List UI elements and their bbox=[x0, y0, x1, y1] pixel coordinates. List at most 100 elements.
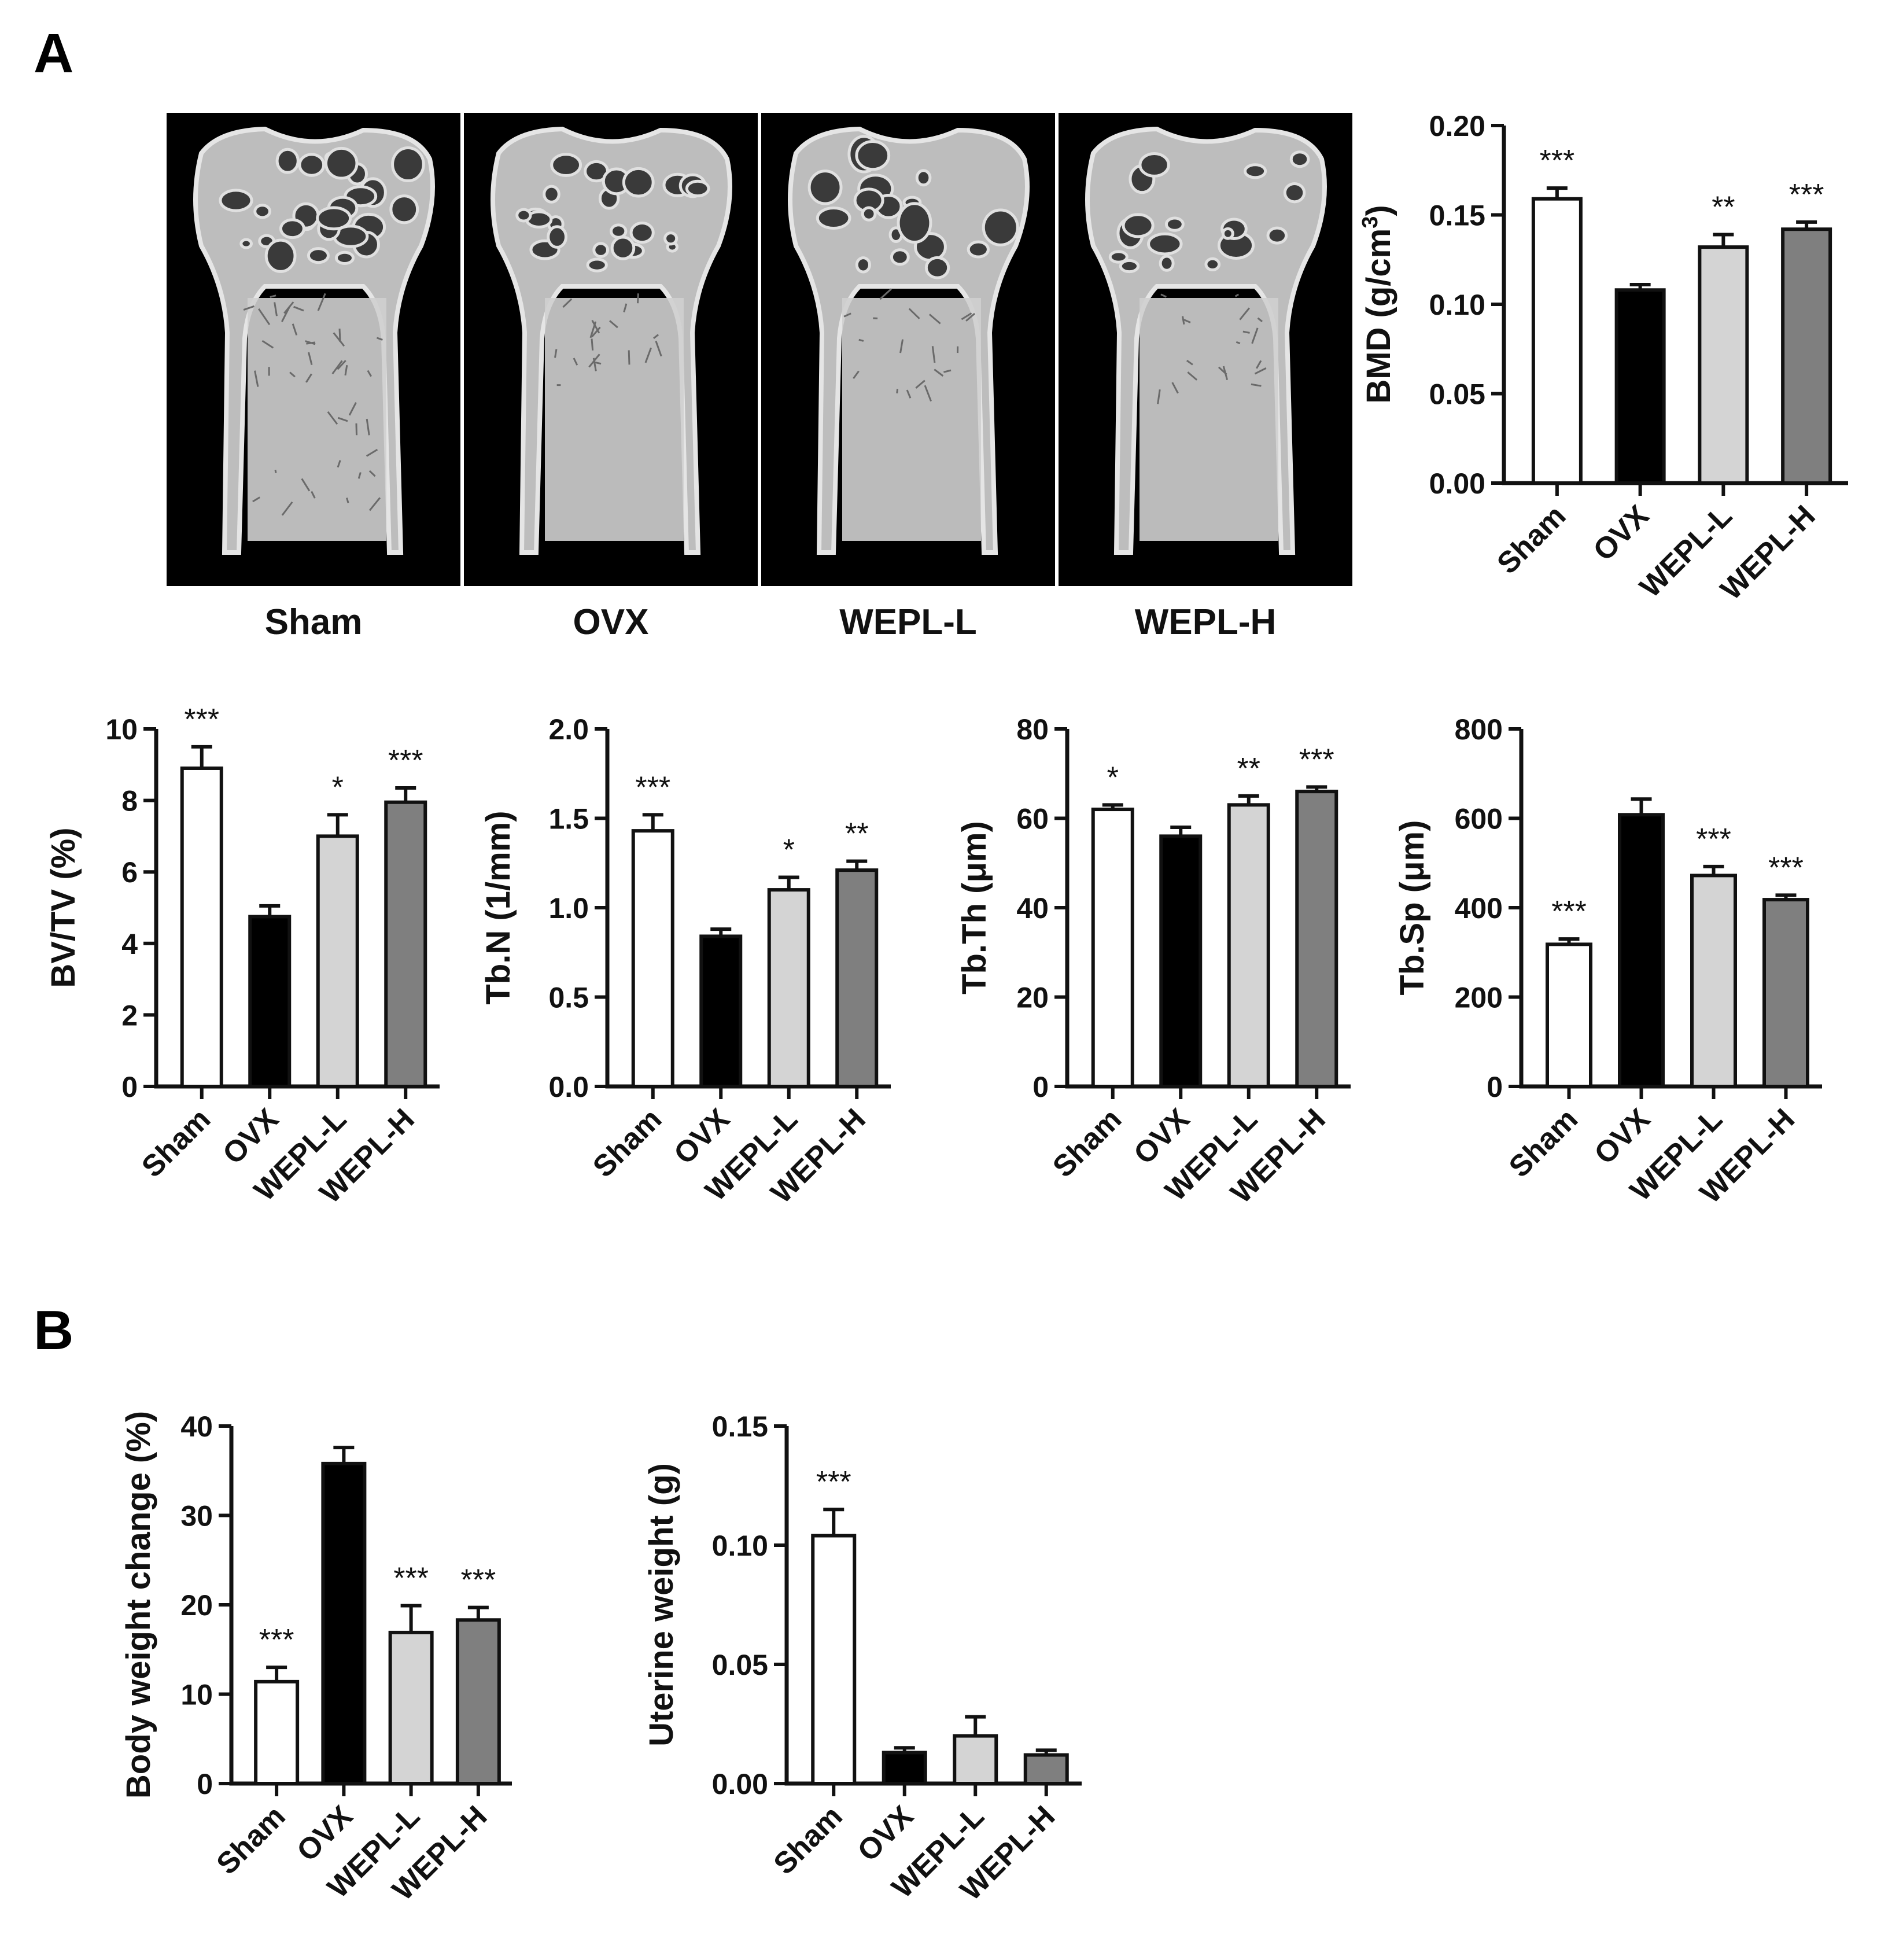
bar-ovx bbox=[1159, 834, 1203, 1088]
bar-wepl-l bbox=[1227, 803, 1270, 1088]
y-tick-label: 0.15 bbox=[1429, 200, 1485, 232]
y-tick-label: 6 bbox=[121, 856, 138, 889]
significance-label: *** bbox=[259, 1623, 294, 1657]
y-tick-label: 0.0 bbox=[548, 1071, 589, 1103]
bar-wepl-l bbox=[1690, 874, 1737, 1088]
bar-wepl-h bbox=[455, 1618, 501, 1785]
panel-letter-b: B bbox=[34, 1299, 74, 1361]
y-tick-label: 4 bbox=[121, 928, 138, 960]
bar-ovx bbox=[1614, 288, 1666, 485]
x-tick-label: OVX bbox=[1587, 499, 1655, 568]
significance-label: *** bbox=[1299, 743, 1334, 776]
y-tick-label: 600 bbox=[1455, 803, 1503, 835]
x-tick-label: Sham bbox=[1046, 1102, 1128, 1184]
y-tick-label: 0.00 bbox=[1429, 467, 1485, 500]
y-tick-label: 0.10 bbox=[1429, 289, 1485, 321]
y-tick-label: 0.00 bbox=[712, 1768, 768, 1800]
y-tick-label: 1.5 bbox=[548, 803, 589, 835]
significance-label: ** bbox=[1712, 190, 1735, 224]
significance-label: *** bbox=[635, 771, 670, 804]
panel-letter-a: A bbox=[34, 23, 74, 84]
significance-label: *** bbox=[816, 1465, 851, 1499]
y-tick-label: 0 bbox=[121, 1071, 138, 1103]
y-tick-label: 10 bbox=[180, 1679, 213, 1711]
bar-sham bbox=[180, 766, 223, 1089]
y-tick-label: 0.10 bbox=[712, 1530, 768, 1562]
y-tick-label: 80 bbox=[1016, 713, 1049, 746]
chart-tb-n: 0.0 0.5 1.0 1.5 2.0 Tb.N (1/mm) Sham *** OVX WEPL… bbox=[480, 706, 902, 1250]
y-axis-label: BMD (g/cm3) bbox=[1358, 205, 1397, 403]
y-tick-label: 2.0 bbox=[548, 713, 589, 746]
significance-label: *** bbox=[1551, 895, 1587, 929]
bar-ovx bbox=[1618, 813, 1665, 1088]
y-tick-label: 0.05 bbox=[1429, 378, 1485, 411]
bar-sham bbox=[811, 1534, 857, 1785]
y-tick-label: 0 bbox=[1032, 1071, 1049, 1103]
y-axis-label: Tb.Th (μm) bbox=[956, 821, 993, 994]
image-label-wepl-h: WEPL-H bbox=[1134, 602, 1277, 642]
y-axis-label: Tb.Sp (μm) bbox=[1393, 820, 1431, 996]
bar-wepl-h bbox=[835, 868, 879, 1088]
significance-label: *** bbox=[461, 1564, 496, 1597]
y-tick-label: 400 bbox=[1455, 892, 1503, 924]
chart-bv-tv: 0 2 4 6 8 10 BV/TV (%) Sham *** OVX WEPL-L * WEPL-H *… bbox=[35, 703, 451, 1250]
y-tick-label: 60 bbox=[1016, 803, 1049, 835]
bar-wepl-l bbox=[953, 1734, 998, 1785]
bar-ovx bbox=[321, 1461, 367, 1785]
bar-sham bbox=[254, 1679, 300, 1785]
chart-bmd: 0.00 0.05 0.10 0.15 0.20 BMD (g/cm3) Sham *** OV… bbox=[1358, 93, 1854, 648]
y-tick-label: 30 bbox=[180, 1500, 213, 1532]
significance-label: *** bbox=[184, 703, 219, 736]
bar-sham bbox=[1531, 197, 1583, 485]
significance-label: *** bbox=[388, 744, 423, 778]
microct-image-wepl-l bbox=[761, 113, 1055, 586]
y-tick-label: 0.5 bbox=[548, 982, 589, 1014]
x-tick-label: Sham bbox=[135, 1102, 217, 1184]
x-tick-label: Sham bbox=[1503, 1102, 1584, 1184]
bar-wepl-l bbox=[316, 834, 359, 1088]
bar-sham bbox=[1091, 808, 1134, 1089]
chart-tb-sp: 0 200 400 600 800 Tb.Sp (μm) Sham *** OVX WEPL-L *… bbox=[1388, 706, 1851, 1250]
bar-ovx bbox=[882, 1751, 927, 1786]
y-tick-label: 40 bbox=[180, 1410, 213, 1443]
image-label-ovx: OVX bbox=[573, 602, 649, 642]
microct-image-wepl-h bbox=[1059, 113, 1352, 586]
y-tick-label: 0.15 bbox=[712, 1410, 768, 1443]
chart-body-weight-change: 0 10 20 30 40 Body weight change (%) Sham *** OV… bbox=[104, 1354, 532, 1944]
bar-wepl-l bbox=[1698, 245, 1749, 485]
bar-sham bbox=[1546, 942, 1592, 1088]
y-tick-label: 0 bbox=[1487, 1071, 1503, 1103]
x-tick-label: Sham bbox=[768, 1799, 849, 1881]
y-tick-label: 0 bbox=[197, 1768, 213, 1800]
x-tick-label: Sham bbox=[587, 1102, 668, 1184]
y-tick-label: 8 bbox=[121, 785, 138, 817]
y-tick-label: 40 bbox=[1016, 892, 1049, 924]
y-tick-label: 10 bbox=[105, 713, 138, 746]
y-tick-label: 2 bbox=[121, 999, 138, 1031]
y-axis-label: Uterine weight (g) bbox=[643, 1463, 680, 1747]
x-tick-label: Sham bbox=[210, 1799, 292, 1881]
y-axis-label: Tb.N (1/mm) bbox=[480, 810, 517, 1004]
bar-wepl-h bbox=[1762, 898, 1809, 1088]
significance-label: * bbox=[783, 833, 795, 867]
bar-wepl-l bbox=[767, 888, 810, 1088]
microct-image-sham bbox=[167, 113, 460, 586]
significance-label: ** bbox=[1237, 752, 1260, 786]
image-label-wepl-l: WEPL-L bbox=[839, 602, 977, 642]
bar-wepl-h bbox=[1295, 790, 1338, 1088]
bone-shape bbox=[788, 126, 1030, 555]
y-tick-label: 800 bbox=[1455, 713, 1503, 746]
bar-sham bbox=[631, 829, 674, 1088]
y-tick-label: 200 bbox=[1455, 982, 1503, 1014]
bar-wepl-h bbox=[384, 800, 427, 1088]
significance-label: *** bbox=[393, 1562, 429, 1596]
significance-label: * bbox=[1107, 761, 1119, 794]
significance-label: *** bbox=[1540, 144, 1575, 178]
chart-uterine-weight: 0.00 0.05 0.10 0.15 Uterine weight (g) Sham **… bbox=[625, 1354, 1099, 1944]
y-tick-label: 20 bbox=[1016, 982, 1049, 1014]
x-tick-label: Sham bbox=[1491, 499, 1572, 580]
bar-ovx bbox=[248, 915, 292, 1088]
y-axis-label: Body weight change (%) bbox=[120, 1411, 157, 1799]
significance-label: *** bbox=[1789, 178, 1824, 212]
bar-wepl-h bbox=[1781, 227, 1832, 485]
